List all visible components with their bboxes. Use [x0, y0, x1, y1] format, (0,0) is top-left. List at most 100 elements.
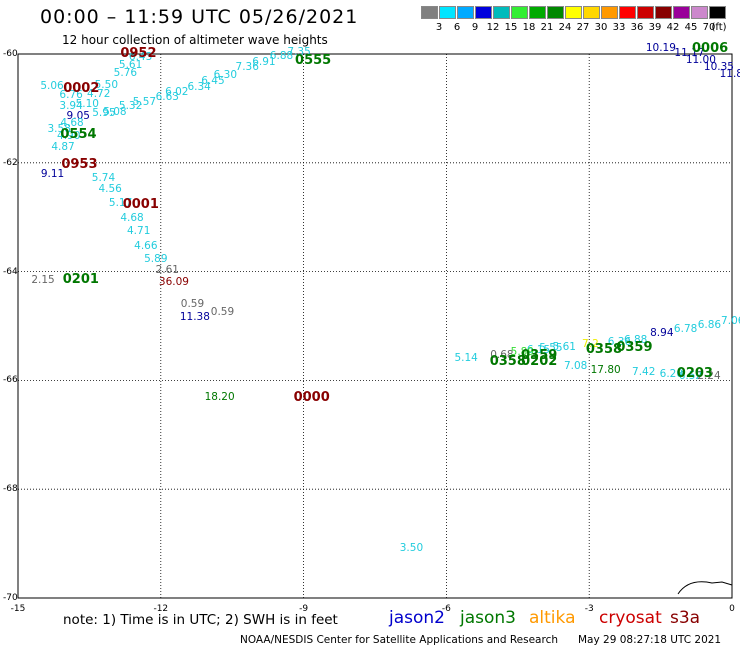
wave-height-value: 2.61 — [155, 263, 179, 276]
scale-label: 6 — [453, 22, 461, 33]
wave-height-value: 5.06 — [40, 79, 64, 92]
wave-height-value: 5.08 — [103, 105, 127, 118]
y-tick-label: -62 — [3, 157, 18, 168]
footer-note: note: 1) Time is in UTC; 2) SWH is in fe… — [63, 612, 338, 628]
wave-height-value: 5.61 — [118, 58, 143, 71]
wave-height-value: 18.20 — [204, 390, 235, 403]
pass-time-label: 0002 — [63, 80, 100, 96]
pass-time-label: 0953 — [61, 156, 98, 172]
wave-height-value: 17.80 — [590, 363, 621, 376]
scale-label: 12 — [486, 22, 500, 33]
x-tick-label: -6 — [441, 604, 451, 614]
scale-label: 24 — [558, 22, 572, 33]
wave-height-value: 6.78 — [673, 323, 698, 336]
wave-height-value: 36.09 — [158, 276, 189, 289]
wave-height-value: 3.94 — [59, 99, 83, 112]
scale-swatch — [673, 6, 690, 19]
scale-label: 30 — [594, 22, 608, 33]
wave-height-value: 6.43 — [128, 50, 153, 63]
scale-label: 21 — [540, 22, 554, 33]
scale-swatch — [475, 6, 492, 19]
pass-time-label: 0000 — [293, 389, 330, 405]
pass-time-label: 0555 — [295, 53, 332, 69]
map-plot-area — [17, 53, 733, 599]
wave-height-value: 8.94 — [650, 326, 674, 339]
credit-line: NOAA/NESDIS Center for Satellite Applica… — [240, 634, 558, 646]
legend-jason3: jason3 — [460, 608, 516, 628]
wave-height-value: 4.56 — [98, 183, 122, 195]
legend-s3a: s3a — [670, 608, 701, 628]
wave-height-value: 5.10 — [75, 97, 99, 110]
wave-height-value: 7.35 — [287, 46, 311, 59]
wave-height-value: 9.11 — [40, 168, 65, 181]
wave-height-value: 7.06 — [721, 314, 740, 327]
pass-time-label: 0202 — [521, 353, 558, 369]
wave-height-value: 4.87 — [51, 141, 75, 154]
scale-label: 36 — [630, 22, 644, 33]
wave-height-value: 4.68 — [120, 211, 144, 224]
generated-timestamp: May 29 08:27:18 UTC 2021 — [578, 634, 722, 646]
scale-label: 9 — [471, 22, 479, 33]
pass-time-label: 0358 — [489, 353, 526, 369]
wave-height-value: 7.2 — [582, 338, 599, 351]
wave-height-value: 6.63 — [155, 91, 179, 104]
pass-time-label: 0006 — [692, 41, 729, 57]
pass-time-label: 0554 — [60, 126, 97, 142]
scale-label: 27 — [576, 22, 590, 33]
wave-height-value: 5.89 — [510, 345, 535, 358]
legend-cryosat: cryosat — [599, 608, 662, 628]
scale-swatch — [619, 6, 636, 19]
wave-height-value: 0.68 — [490, 348, 514, 361]
y-tick-label: -60 — [3, 49, 18, 59]
scale-swatch — [439, 6, 456, 19]
wave-height-value: 5.61 — [552, 340, 576, 353]
x-tick-label: -15 — [10, 604, 26, 614]
wave-height-value: 0.59 — [180, 298, 205, 311]
pass-time-label: 0203 — [676, 366, 713, 382]
scale-label: 18 — [522, 22, 536, 33]
legend-jason2: jason2 — [389, 608, 445, 628]
y-tick-label: -64 — [3, 266, 18, 277]
y-tick-label: -68 — [3, 484, 18, 495]
wave-height-value: 11.17 — [674, 47, 705, 59]
x-tick-label: -3 — [584, 604, 594, 614]
scale-label: 15 — [504, 22, 518, 33]
scale-swatch — [493, 6, 510, 19]
wave-height-value: 5.14 — [454, 352, 478, 365]
wave-height-value: 4.66 — [134, 239, 158, 252]
wave-height-value: 4.71 — [127, 225, 151, 238]
pass-time-label: 0358 — [585, 342, 623, 358]
scale-swatch — [457, 6, 474, 19]
scale-swatch — [601, 6, 618, 19]
scale-swatch — [583, 6, 600, 19]
wave-height-value: 6.15 — [526, 344, 551, 357]
wave-height-value: 5.32 — [118, 100, 143, 113]
scale-swatch — [421, 6, 438, 19]
y-tick-label: -66 — [3, 375, 18, 386]
wave-height-value: 10.35 — [703, 61, 734, 74]
scale-swatch — [655, 6, 672, 19]
scale-swatch — [511, 6, 528, 19]
y-tick-label: -70 — [3, 593, 18, 603]
wave-height-value: 10.19 — [645, 41, 676, 54]
wave-height-value: 6.88 — [623, 333, 648, 346]
wave-height-value: 5.17 — [108, 197, 133, 210]
wave-height-value: 4.72 — [87, 88, 111, 101]
wave-height-value: 5.55 — [539, 342, 563, 355]
scale-label: 45 — [684, 22, 698, 33]
scale-label: 3 — [435, 22, 443, 33]
scale-swatch — [637, 6, 654, 19]
wave-height-value: 6.86 — [697, 319, 722, 331]
wave-height-value: 6.20 — [659, 367, 684, 380]
scale-label: 39 — [648, 22, 662, 33]
wave-height-color-scale: 3 6 9 12 15 18 21 24 27 30 33 36 39 42 45 70 (ft) — [421, 6, 731, 40]
pass-time-label: 0359 — [616, 339, 653, 355]
wave-height-value: 7.36 — [235, 61, 259, 74]
x-tick-label: -12 — [153, 604, 169, 614]
wave-height-value: 5.50 — [94, 79, 119, 92]
wave-height-value: 6.91 — [252, 56, 276, 69]
wave-height-value: 4.90 — [57, 130, 81, 143]
scale-label: 33 — [612, 22, 626, 33]
wave-height-value: 9.05 — [66, 109, 90, 122]
wave-height-value: 6.52 — [678, 369, 703, 382]
